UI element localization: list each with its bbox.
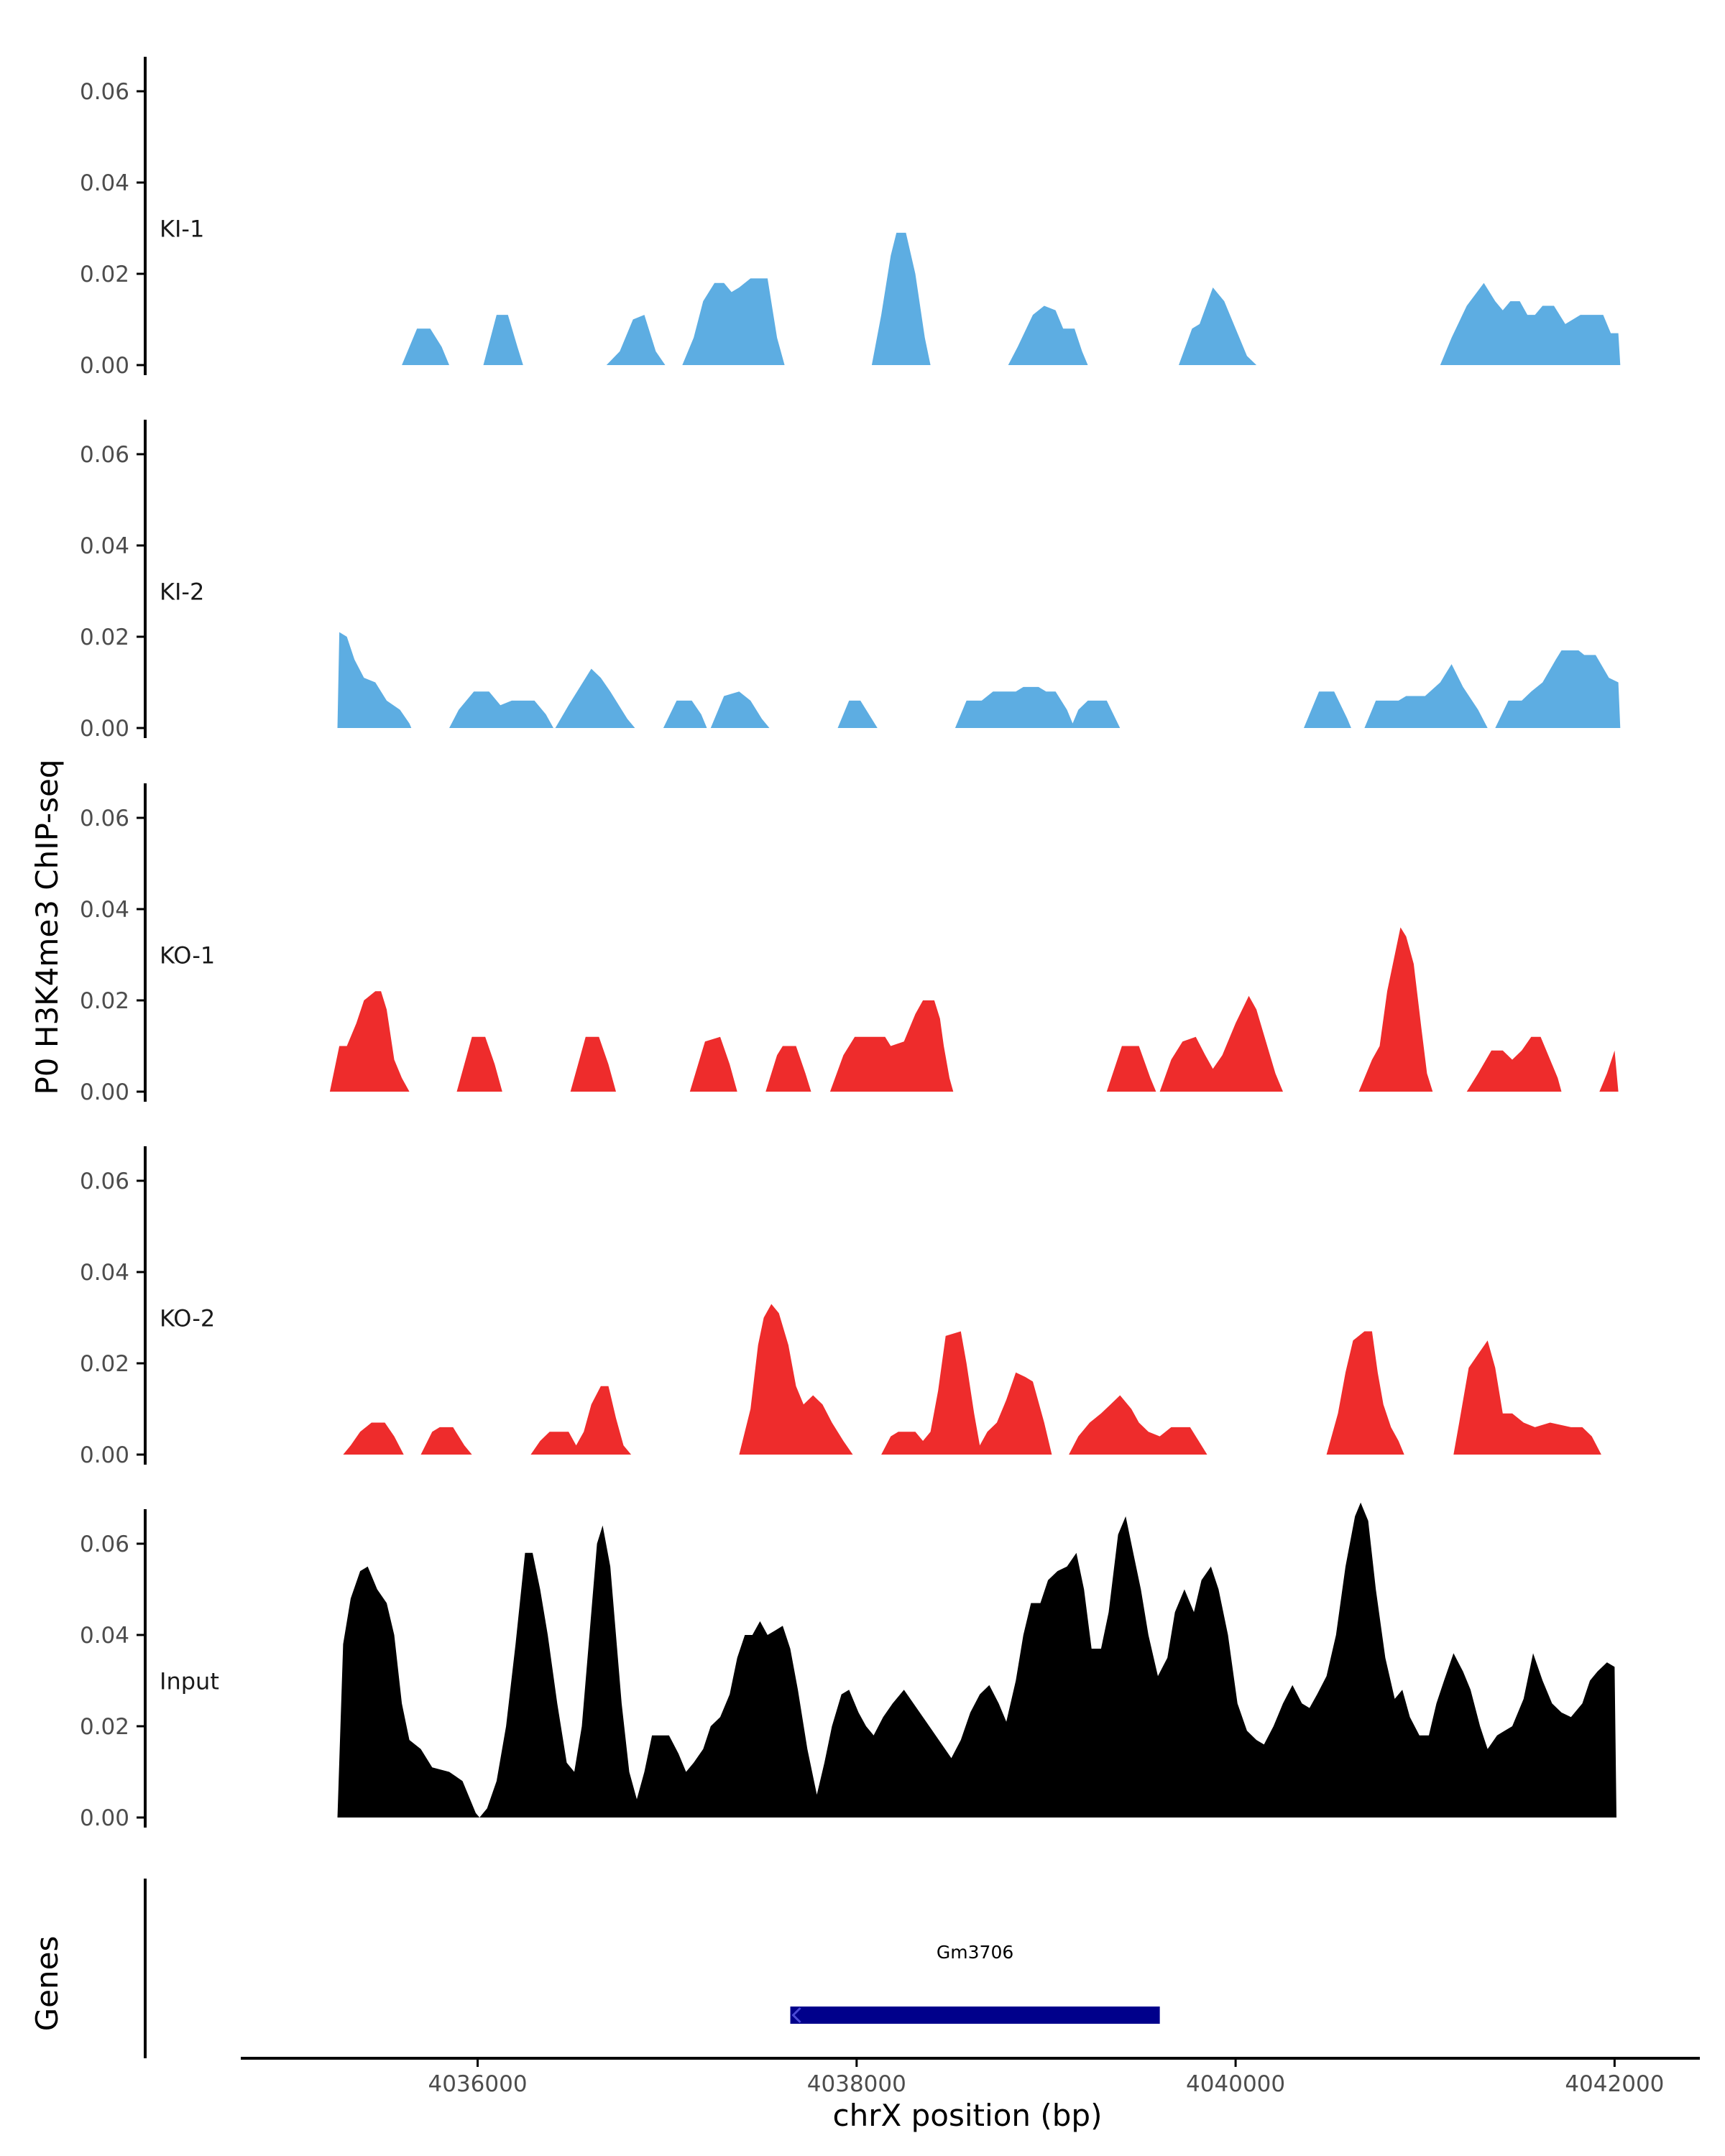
x-tick-label: 4042000 bbox=[1565, 2071, 1664, 2097]
y-tick-label: 0.04 bbox=[80, 897, 129, 923]
x-tick-label: 4040000 bbox=[1186, 2071, 1285, 2097]
y-tick-label: 0.00 bbox=[80, 1805, 129, 1831]
y-tick-label: 0.06 bbox=[80, 79, 129, 105]
y-tick-label: 0.00 bbox=[80, 1442, 129, 1468]
track-label: KO-1 bbox=[160, 942, 215, 969]
y-tick-label: 0.06 bbox=[80, 1169, 129, 1194]
track-label: KI-2 bbox=[160, 579, 204, 606]
track-area-ki-2 bbox=[337, 632, 1621, 728]
y-tick-label: 0.06 bbox=[80, 442, 129, 468]
y-tick-label: 0.02 bbox=[80, 625, 129, 650]
track-area-ko-2 bbox=[343, 1304, 1601, 1455]
tracks-group: 0.00 0.02 0.04 0.06 KI-1 0.00 0.02 0.04 0.06 KI-2… bbox=[80, 57, 1621, 1831]
y-tick-label: 0.02 bbox=[80, 988, 129, 1014]
y-tick-label: 0.04 bbox=[80, 1623, 129, 1649]
y-tick-label: 0.00 bbox=[80, 353, 129, 379]
x-tick-label: 4038000 bbox=[807, 2071, 906, 2097]
track-area-ko-1 bbox=[329, 927, 1619, 1092]
track-panel-ki-2: 0.00 0.02 0.04 0.06 KI-2 bbox=[80, 420, 1621, 742]
y-tick-label: 0.04 bbox=[80, 170, 129, 196]
x-axis-title: chrX position (bp) bbox=[833, 2098, 1103, 2133]
y-tick-label: 0.00 bbox=[80, 1079, 129, 1105]
genes-panel-title: Genes bbox=[29, 1936, 65, 2032]
y-tick-label: 0.02 bbox=[80, 1714, 129, 1740]
y-tick-label: 0.06 bbox=[80, 806, 129, 831]
track-area-ki-1 bbox=[402, 232, 1621, 365]
track-area-input bbox=[337, 1502, 1616, 1818]
track-label: KO-2 bbox=[160, 1305, 215, 1332]
x-axis: 4036000 4038000 4040000 4042000 bbox=[241, 2057, 1700, 2097]
x-tick-label: 4036000 bbox=[428, 2071, 528, 2097]
track-panel-ko-1: 0.00 0.02 0.04 0.06 KO-1 bbox=[80, 783, 1619, 1105]
gene-strand-arrow bbox=[791, 2007, 801, 2024]
y-axis-title: P0 H3K4me3 ChIP-seq bbox=[29, 759, 65, 1095]
track-panel-ki-1: 0.00 0.02 0.04 0.06 KI-1 bbox=[80, 57, 1621, 379]
y-tick-label: 0.02 bbox=[80, 262, 129, 287]
genes-group: Gm3706 bbox=[144, 1879, 1160, 2058]
y-tick-label: 0.04 bbox=[80, 533, 129, 559]
y-tick-label: 0.04 bbox=[80, 1260, 129, 1286]
track-label: Input bbox=[160, 1668, 219, 1695]
y-tick-label: 0.02 bbox=[80, 1351, 129, 1377]
track-panel-ko-2: 0.00 0.02 0.04 0.06 KO-2 bbox=[80, 1146, 1601, 1468]
track-panel-input: 0.00 0.02 0.04 0.06 Input bbox=[80, 1502, 1616, 1831]
y-tick-label: 0.00 bbox=[80, 716, 129, 742]
gene-body bbox=[790, 2007, 1160, 2024]
y-tick-label: 0.06 bbox=[80, 1531, 129, 1557]
gene-label: Gm3706 bbox=[937, 1942, 1013, 1963]
track-label: KI-1 bbox=[160, 216, 204, 243]
